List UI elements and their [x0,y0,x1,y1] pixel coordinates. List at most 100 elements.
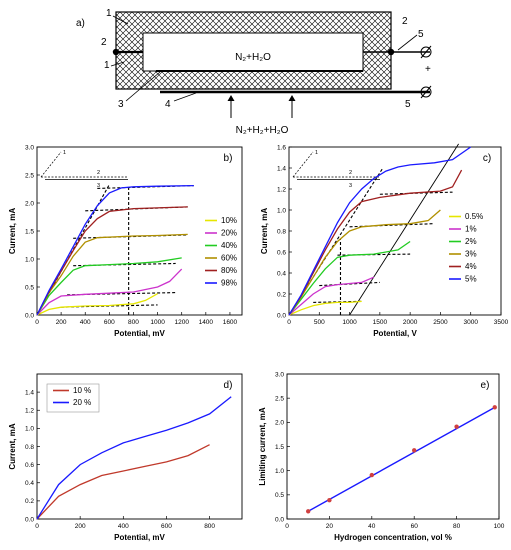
legend-entry: 4% [465,262,477,271]
x-tick-label: 80 [453,523,461,530]
plot-frame [286,373,500,520]
x-tick-label: 3500 [494,319,509,326]
plot-frame [36,146,243,316]
guide-dashed-line [349,223,435,228]
y-tick-label: 0.0 [25,516,34,523]
legend-entry: 20 % [73,398,91,407]
y-tick-label: 0.6 [277,249,286,256]
x-tick-label: 0 [287,319,291,326]
inset-label-2: 2 [97,170,100,176]
legend-entry: 10 % [73,386,91,395]
legend-entry: 2% [465,237,477,246]
x-tick-label: 1400 [199,319,214,326]
x-tick-label: 500 [314,319,325,326]
guide-solid-line [349,143,459,316]
x-tick-label: 800 [128,319,139,326]
x-tick-label: 400 [118,523,129,530]
series-line-98 [36,184,194,316]
x-tick-label: 0 [35,319,39,326]
y-tick-label: 0.0 [275,516,284,523]
y-tick-label: 1.6 [277,144,286,151]
y-tick-label: 0.5 [25,284,34,291]
legend-entry: 60% [221,254,237,263]
y-axis-label: Current, mA [260,208,269,254]
y-tick-label: 1.2 [277,186,286,193]
x-tick-label: 0 [285,523,289,530]
legend: 10 % 20 % [46,383,100,413]
x-tick-label: 60 [411,523,419,530]
gas-label: N₂+H₂+H₂O [236,125,289,136]
x-tick-label: 3000 [463,319,478,326]
legend-entry: 98% [221,279,237,288]
legend-entry: 1% [465,225,477,234]
legend-entry: 80% [221,266,237,275]
label-5-bottom: 5 [405,99,411,110]
legend-entry: 10% [221,216,237,225]
chamber-label: N₂+H₂O [235,52,271,63]
diagram-panel-label: a) [76,18,85,29]
series-line-4 [288,169,463,316]
x-tick-label: 800 [204,523,215,530]
series-line-3 [288,209,441,316]
x-tick-label: 40 [368,523,376,530]
sensor-diagram: a) N₂+H₂O + 1 2 1 3 4 2 5 5 N₂+H₂+H₂O [76,8,432,136]
inset-dash-1 [40,151,62,178]
series-line-40 [36,257,182,316]
contact-right [387,48,395,56]
y-axis-label: Current, mA [8,208,17,254]
label-3: 3 [118,99,124,110]
y-tick-label: 1.5 [275,444,284,451]
x-tick-label: 200 [75,523,86,530]
x-tick-label: 1500 [373,319,388,326]
y-tick-label: 1.0 [275,468,284,475]
scatter-point [327,497,332,503]
legend-entry: 3% [465,250,477,259]
legend-entry: 40% [221,241,237,250]
x-tick-label: 2000 [403,319,418,326]
series-line-05 [288,300,362,316]
x-tick-label: 200 [56,319,67,326]
series-line-60 [36,233,188,316]
label-4: 4 [165,99,171,110]
y-tick-label: 0.0 [277,312,286,319]
legend-entry: 0.5% [465,212,483,221]
x-axis-label: Hydrogen concentration, vol % [334,533,452,542]
y-tick-label: 1.5 [25,228,34,235]
y-tick-label: 1.2 [25,408,34,415]
guide-dashed-line [67,292,176,296]
label-2-left: 2 [101,37,107,48]
y-tick-label: 1.0 [25,256,34,263]
y-tick-label: 0.5 [275,492,284,499]
inset-label-2: 2 [349,170,352,176]
y-tick-label: 1.4 [277,165,286,172]
scatter-point [306,509,311,514]
scatter-point [454,424,459,429]
inset-label-1: 1 [63,150,66,156]
y-tick-label: 0.0 [25,312,34,319]
y-tick-label: 0.6 [25,462,34,469]
chart-e: 0 20 40 60 80 100 0.0 0.5 1.0 1.5 2.0 2.5 3.0 Hydroge… [258,371,505,542]
legend-box [46,383,100,413]
series-line-20 [36,268,183,316]
x-tick-label: 600 [161,523,172,530]
fit-line [307,406,496,512]
terminal-top [420,46,432,58]
y-tick-label: 2.0 [275,420,284,427]
terminal-bottom [420,86,432,98]
y-tick-label: 2.0 [25,200,34,207]
y-tick-label: 3.0 [25,144,34,151]
x-tick-label: 1600 [223,319,238,326]
x-tick-label: 20 [326,523,334,530]
y-axis-label: Limiting current, mA [258,407,267,485]
x-tick-label: 1000 [342,319,357,326]
y-tick-label: 2.5 [275,395,284,402]
series-line-5 [288,146,472,316]
panel-label: e) [481,380,490,391]
x-tick-label: 100 [494,523,505,530]
inset-label-3: 3 [97,183,100,189]
legend: 10% 20% 40% 60% 80% 98% [205,216,237,288]
x-axis-label: Potential, mV [114,533,165,542]
inset-label-1: 1 [315,150,318,156]
panel-label: b) [224,153,233,164]
